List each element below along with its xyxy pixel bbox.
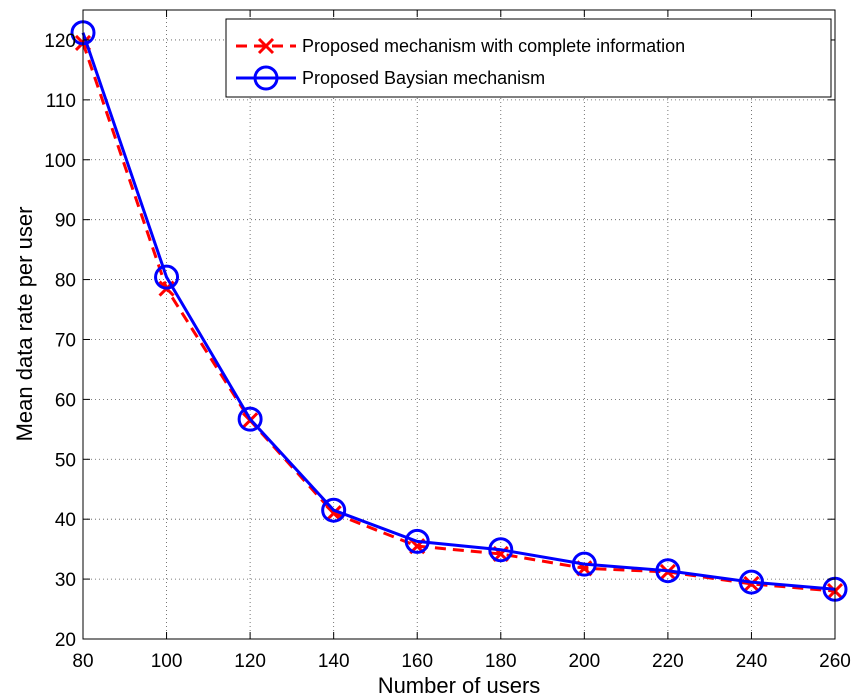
data-point-x: [743, 575, 760, 592]
y-tick-label: 100: [44, 151, 76, 172]
y-tick-label: 120: [44, 31, 76, 52]
legend: Proposed mechanism with complete informa…: [225, 18, 832, 98]
data-point-circle: [738, 569, 764, 595]
series-baysian: [70, 20, 848, 602]
x-tick-label: 80: [72, 651, 93, 672]
data-point-circle: [237, 406, 263, 432]
series-line: [81, 32, 836, 591]
data-point-x: [257, 37, 275, 55]
legend-entry: Proposed Baysian mechanism: [236, 65, 545, 91]
x-tick-label: 260: [819, 651, 851, 672]
grid-lines: [83, 10, 835, 639]
series-layer: [70, 20, 848, 602]
y-tick-label: 40: [55, 510, 76, 531]
x-tick-label: 220: [652, 651, 684, 672]
y-tick-label: 110: [46, 91, 76, 112]
x-tick-label: 100: [151, 651, 183, 672]
x-tick-label: 200: [568, 651, 600, 672]
x-axis-label: Number of users: [378, 673, 541, 698]
y-tick-label: 30: [55, 570, 76, 591]
x-tick-label: 240: [736, 651, 768, 672]
legend-label: Proposed Baysian mechanism: [302, 68, 545, 88]
legend-entry: Proposed mechanism with complete informa…: [236, 36, 685, 56]
legend-marker-x: [257, 37, 275, 55]
data-point-circle: [488, 537, 514, 563]
data-point-circle: [571, 551, 597, 577]
data-point-circle: [655, 558, 681, 584]
legend-label: Proposed mechanism with complete informa…: [302, 36, 685, 56]
y-tick-label: 70: [55, 330, 76, 351]
data-point-x: [325, 505, 342, 522]
x-tick-label: 180: [485, 651, 517, 672]
plot-frame: [82, 9, 836, 640]
plot-area: [83, 10, 835, 639]
data-point-circle: [321, 497, 347, 523]
data-point-circle: [253, 65, 279, 91]
data-point-circle: [404, 528, 430, 554]
y-tick-label: 80: [55, 271, 76, 292]
x-tick-label: 120: [234, 651, 266, 672]
legend-box: [225, 18, 832, 98]
x-tick-label: 140: [318, 651, 350, 672]
legend-marker-circle: [253, 65, 279, 91]
y-tick-label: 90: [55, 211, 76, 232]
data-point-circle: [154, 264, 180, 290]
x-tick-label: 160: [401, 651, 433, 672]
y-tick-label: 60: [55, 390, 76, 411]
y-axis-label: Mean data rate per user: [12, 207, 37, 442]
y-tick-label: 50: [55, 450, 76, 471]
y-tick-label: 20: [55, 630, 76, 651]
axis-ticks: 80 100 120 140 160 180 200 220 240 260 20 30 40 50 60 7…: [44, 10, 851, 672]
